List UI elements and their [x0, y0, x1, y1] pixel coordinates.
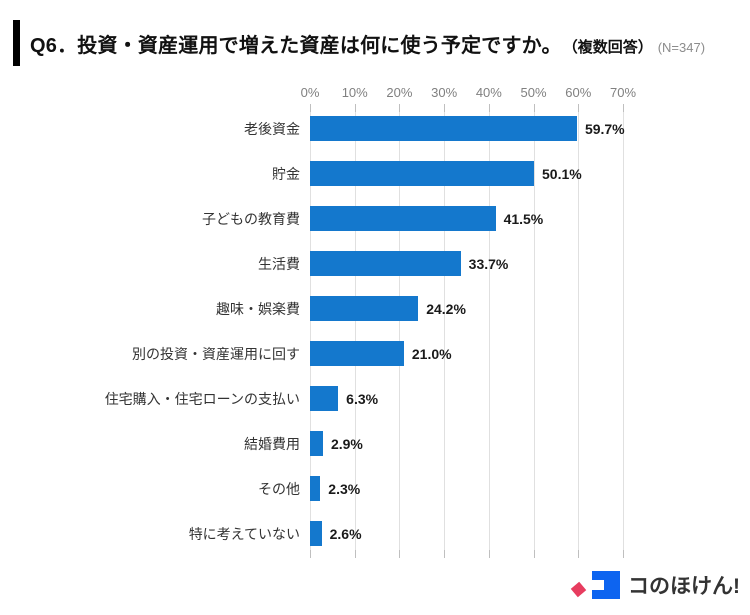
bar-row: その他 2.3%	[0, 466, 750, 511]
data-bar	[310, 296, 419, 321]
category-label: 生活費	[258, 255, 300, 272]
category-label: その他	[258, 480, 300, 497]
category-label: 結婚費用	[244, 435, 300, 452]
data-bar	[310, 251, 461, 276]
bar-value-label: 2.6%	[329, 525, 362, 542]
bar-value-label: 41.5%	[503, 210, 544, 227]
category-label: 貯金	[272, 165, 300, 182]
x-axis-tick-label: 60%	[565, 85, 592, 100]
page-title: Q6．投資・資産運用で増えた資産は何に使う予定ですか。	[30, 34, 562, 57]
x-axis-tick-label: 10%	[341, 85, 368, 100]
bar-row: 住宅購入・住宅ローンの支払い 6.3%	[0, 376, 750, 421]
bar-row: 老後資金 59.7%	[0, 106, 750, 151]
bar-track: 33.7%	[310, 241, 623, 286]
data-bar	[310, 386, 339, 411]
konohoken-logo-icon	[566, 567, 620, 603]
data-bar	[310, 206, 496, 231]
x-axis-tick-label: 0%	[300, 85, 320, 100]
bar-track: 2.9%	[310, 421, 623, 466]
x-axis-tick-label: 30%	[431, 85, 458, 100]
category-label: 住宅購入・住宅ローンの支払い	[104, 390, 300, 407]
bar-row: 子どもの教育費 41.5%	[0, 196, 750, 241]
bar-row: 結婚費用 2.9%	[0, 421, 750, 466]
multi-answer-note: （複数回答）	[562, 38, 653, 56]
data-bar	[310, 476, 321, 501]
bar-value-label: 2.9%	[330, 435, 363, 452]
bar-track: 2.6%	[310, 511, 623, 556]
data-bar	[310, 116, 577, 141]
x-axis-tick-label: 70%	[609, 85, 637, 100]
bar-value-label: 21.0%	[411, 345, 452, 362]
category-label: 特に考えていない	[188, 525, 300, 542]
data-bar	[310, 161, 535, 186]
chart-header: Q6．投資・資産運用で増えた資産は何に使う予定ですか。 （複数回答） (N=34…	[13, 20, 705, 66]
bar-value-label: 59.7%	[584, 120, 625, 137]
logo-diamond-shape	[570, 581, 587, 598]
bar-value-label: 50.1%	[542, 165, 582, 182]
x-axis-labels: 0% 10% 20% 30% 40% 50% 60% 70%	[301, 85, 636, 101]
logo-wordmark: コのほけん!	[628, 575, 740, 598]
bar-track: 24.2%	[310, 286, 623, 331]
sample-size: (N=347)	[657, 39, 706, 55]
bar-row: 特に考えていない 2.6%	[0, 511, 750, 556]
bar-row: 別の投資・資産運用に回す 21.0%	[0, 331, 750, 376]
title-line: Q6．投資・資産運用で増えた資産は何に使う予定ですか。 （複数回答） (N=34…	[30, 29, 705, 58]
x-axis-tick-label: 40%	[475, 85, 502, 100]
bar-value-label: 2.3%	[328, 480, 361, 497]
bar-rows: 老後資金 59.7% 貯金 50.1% 子どもの教育費 41.5% 生活費 33.7% 趣味・娯…	[0, 106, 750, 556]
bar-track: 6.3%	[310, 376, 623, 421]
bar-value-label: 33.7%	[468, 255, 509, 272]
data-bar	[310, 341, 404, 366]
bar-track: 59.7%	[310, 106, 625, 151]
bar-track: 21.0%	[310, 331, 623, 376]
data-bar	[310, 521, 322, 546]
bar-row: 貯金 50.1%	[0, 151, 750, 196]
category-label: 別の投資・資産運用に回す	[132, 345, 300, 362]
bar-row: 生活費 33.7%	[0, 241, 750, 286]
bar-value-label: 24.2%	[426, 300, 466, 317]
x-axis-tick-label: 20%	[386, 85, 413, 100]
bar-track: 50.1%	[310, 151, 623, 196]
x-axis-tick-label: 50%	[520, 85, 547, 100]
category-label: 老後資金	[244, 120, 300, 137]
title-accent-bar	[13, 20, 20, 66]
konohoken-logo: コのほけん!	[566, 567, 740, 603]
logo-notch-shape	[592, 580, 604, 590]
bar-row: 趣味・娯楽費 24.2%	[0, 286, 750, 331]
category-label: 子どもの教育費	[202, 210, 300, 227]
bar-track: 41.5%	[310, 196, 623, 241]
bar-track: 2.3%	[310, 466, 623, 511]
bar-value-label: 6.3%	[346, 390, 379, 407]
data-bar	[310, 431, 323, 456]
category-label: 趣味・娯楽費	[216, 300, 300, 317]
